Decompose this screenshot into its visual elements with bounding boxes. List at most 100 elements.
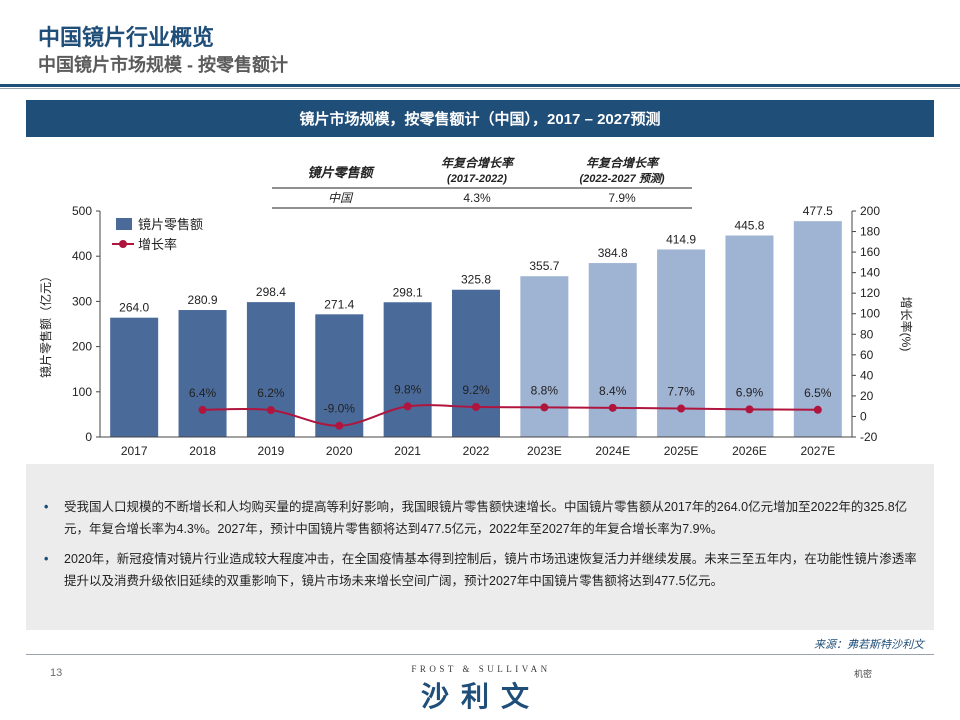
y-tick-label-right: 20: [860, 389, 874, 403]
y-tick-label-left: 300: [72, 294, 92, 308]
growth-rate-label: -9.0%: [324, 402, 356, 416]
note-text: 2020年，新冠疫情对镜片行业造成较大程度冲击，在全国疫情基本得到控制后，镜片市…: [64, 552, 917, 588]
y-axis-right-title: 增长率(%): [899, 297, 914, 352]
y-tick-label-left: 200: [72, 340, 92, 354]
source-note: 来源：弗若斯特沙利文: [814, 639, 924, 651]
growth-rate-label: 7.7%: [667, 385, 695, 399]
y-tick-label-right: 140: [860, 266, 880, 280]
market-size-chart: 镜片零售额 年复合增长率 (2017-2022) 年复合增长率 (2022-20…: [38, 156, 914, 458]
logo-wordmark: FROST & SULLIVAN: [411, 664, 551, 674]
legend-label-bar: 镜片零售额: [138, 217, 203, 232]
x-tick-label: 2019: [258, 444, 285, 458]
bar-value-label: 298.1: [393, 285, 423, 299]
y-tick-label-right: -20: [860, 430, 878, 444]
bar: [110, 317, 159, 437]
y-tick-label-right: 200: [860, 204, 880, 218]
growth-rate-point: [677, 404, 686, 413]
y-tick-label-right: 40: [860, 368, 874, 382]
bar: [315, 314, 364, 437]
bar-value-label: 355.7: [529, 259, 559, 273]
growth-rate-point: [608, 403, 617, 412]
bar-value-label: 384.8: [598, 246, 628, 260]
growth-rate-point: [813, 405, 822, 414]
y-tick-label-left: 100: [72, 385, 92, 399]
notes-panel: • 受我国人口规模的不断增长和人均购买量的提高等利好影响，我国眼镜片零售额快速增…: [26, 464, 934, 630]
y-tick-label-right: 100: [860, 307, 880, 321]
confidential-label: 机密: [854, 669, 873, 679]
growth-rate-label: 8.8%: [531, 383, 559, 397]
bar: [793, 221, 842, 437]
bar: [520, 276, 569, 437]
page-number: 13: [50, 667, 63, 679]
growth-rate-point: [540, 403, 549, 412]
y-tick-label-right: 180: [860, 225, 880, 239]
bar-value-label: 477.5: [803, 204, 833, 218]
x-tick-label: 2022: [463, 444, 490, 458]
x-tick-label: 2020: [326, 444, 353, 458]
cagr-row-label: 中国: [328, 191, 354, 205]
y-tick-label-right: 160: [860, 245, 880, 259]
bar: [246, 302, 295, 437]
growth-rate-point: [335, 421, 344, 430]
note-text: 受我国人口规模的不断增长和人均购买量的提高等利好影响，我国眼镜片零售额快速增长。…: [64, 500, 908, 536]
x-tick-label: 2024E: [595, 444, 630, 458]
growth-rate-label: 6.4%: [189, 386, 217, 400]
x-tick-label: 2025E: [664, 444, 699, 458]
bar-value-label: 280.9: [188, 293, 218, 307]
cagr-col2-value: 7.9%: [608, 191, 636, 205]
bar-value-label: 264.0: [119, 301, 149, 315]
growth-rate-label: 6.2%: [257, 386, 285, 400]
growth-rate-label: 6.5%: [804, 386, 832, 400]
legend-label-line: 增长率: [138, 237, 177, 252]
x-tick-label: 2021: [394, 444, 421, 458]
growth-rate-label: 9.8%: [394, 382, 422, 396]
x-tick-label: 2023E: [527, 444, 562, 458]
plot-area: 264.0 280.9 298.4 271.4 298.1 325.8 355.7 384.8…: [72, 204, 880, 458]
x-tick-label: 2027E: [800, 444, 835, 458]
bullet-icon: •: [44, 552, 49, 566]
growth-rate-point: [198, 405, 207, 414]
y-tick-label-left: 0: [85, 430, 92, 444]
legend-marker-line: [119, 240, 127, 248]
y-tick-label-left: 500: [72, 204, 92, 218]
header-divider-thin: [0, 88, 960, 89]
growth-rate-point: [266, 406, 275, 415]
y-tick-label-right: 80: [860, 327, 874, 341]
y-tick-label-right: 120: [860, 286, 880, 300]
cagr-row-header: 镜片零售额: [307, 165, 375, 180]
bar-value-label: 298.4: [256, 285, 286, 299]
cagr-col1-title: 年复合增长率: [441, 156, 515, 170]
growth-rate-point: [745, 405, 754, 414]
growth-rate-label: 9.2%: [462, 383, 490, 397]
y-axis-left-title: 镜片零售额（亿元）: [38, 270, 53, 378]
note-item: • 受我国人口规模的不断增长和人均购买量的提高等利好影响，我国眼镜片零售额快速增…: [44, 496, 923, 540]
cagr-table: 镜片零售额 年复合增长率 (2017-2022) 年复合增长率 (2022-20…: [272, 156, 692, 209]
x-tick-label: 2017: [121, 444, 148, 458]
footer-divider: [26, 654, 934, 655]
bar-value-label: 271.4: [324, 297, 354, 311]
x-tick-label: 2026E: [732, 444, 767, 458]
page-title: 中国镜片行业概览: [38, 25, 215, 50]
bar-value-label: 445.8: [734, 218, 764, 232]
chart-title-banner: 镜片市场规模，按零售额计（中国），2017 – 2027预测: [26, 100, 934, 137]
cagr-col1-value: 4.3%: [463, 191, 491, 205]
cagr-col1-period: (2017-2022): [447, 173, 507, 185]
x-tick-label: 2018: [189, 444, 216, 458]
bar: [383, 302, 432, 437]
bar: [452, 289, 500, 437]
logo-chinese: 沙利文: [420, 681, 541, 712]
bar: [178, 310, 227, 437]
cagr-col2-title: 年复合增长率: [586, 156, 660, 170]
bullet-icon: •: [44, 500, 49, 514]
bar-value-label: 414.9: [666, 232, 696, 246]
growth-rate-line: [202, 404, 818, 427]
header-divider: [0, 84, 960, 87]
growth-rate-point: [403, 402, 412, 411]
bar-value-label: 325.8: [461, 273, 491, 287]
growth-rate-label: 6.9%: [736, 385, 764, 399]
y-tick-label-left: 400: [72, 249, 92, 263]
page-subtitle: 中国镜片市场规模 - 按零售额计: [38, 55, 288, 75]
cagr-col2-period: (2022-2027 预测): [580, 172, 665, 185]
note-item: • 2020年，新冠疫情对镜片行业造成较大程度冲击，在全国疫情基本得到控制后，镜…: [44, 548, 923, 592]
growth-rate-point: [472, 403, 480, 412]
